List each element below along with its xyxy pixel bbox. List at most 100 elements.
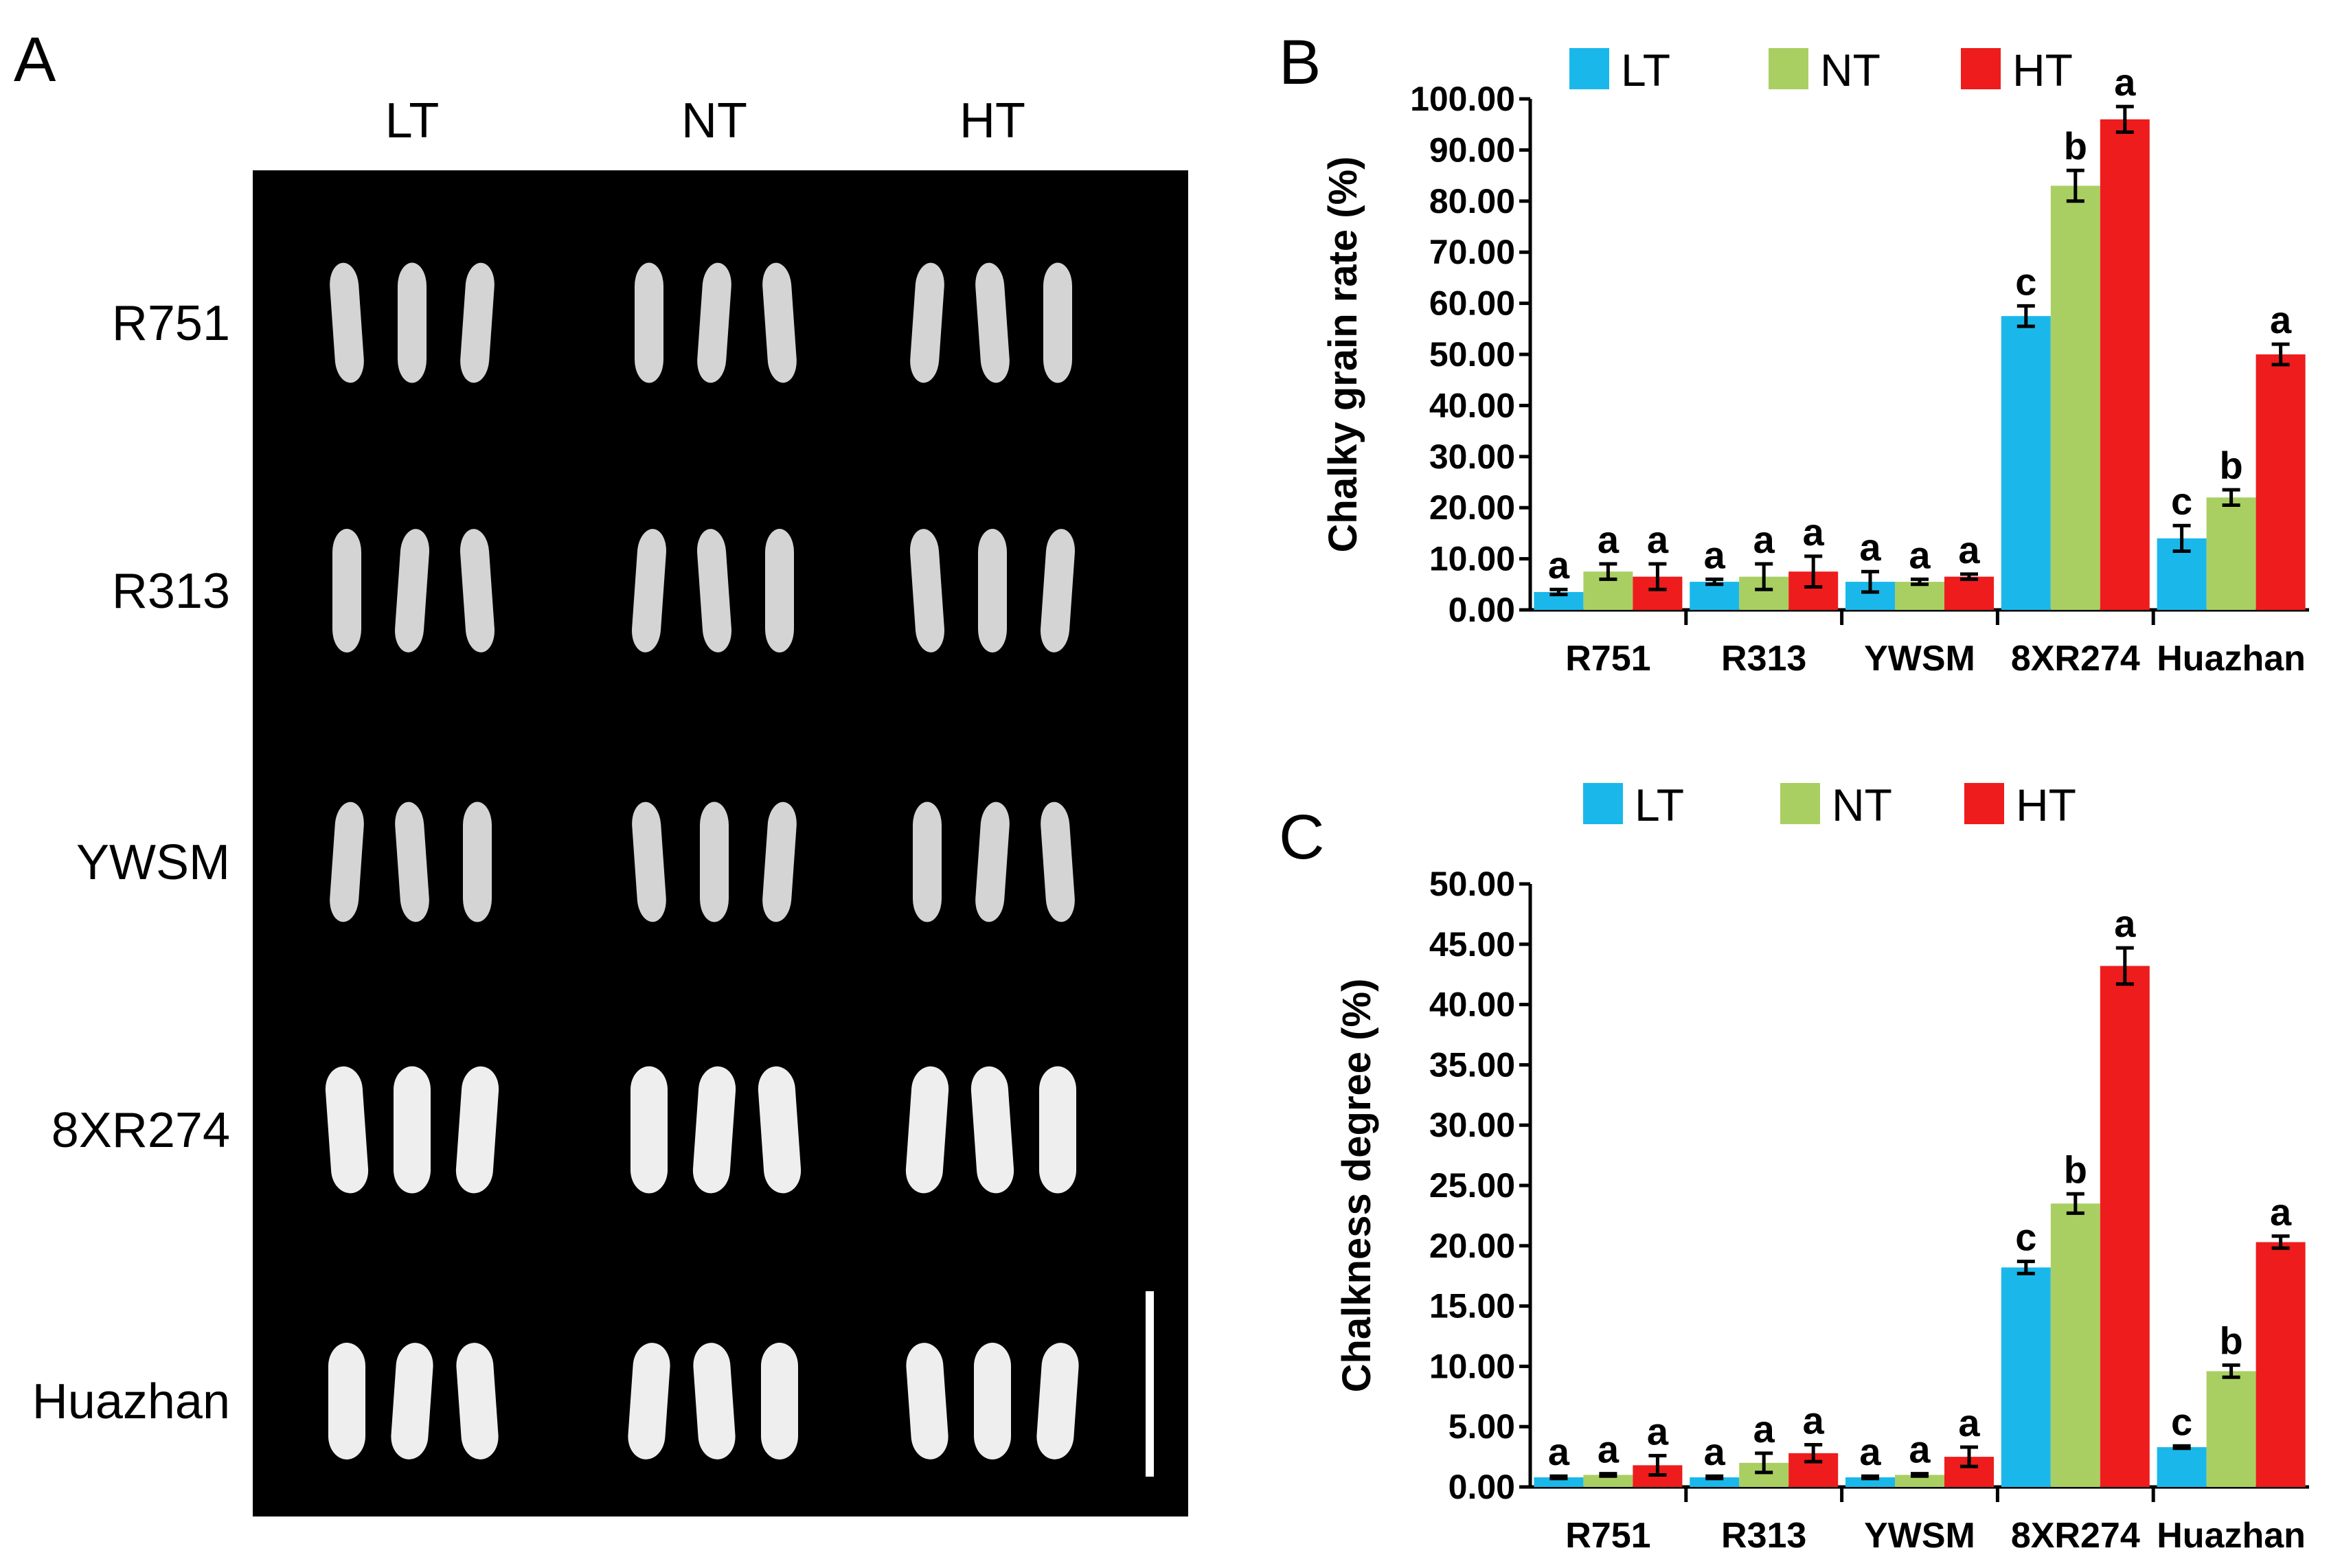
chart-c-bar-nt-ywsm <box>1895 1475 1944 1487</box>
rice-grain-r751-lt <box>460 262 495 383</box>
chart-b-x-tick-label: Huazhan <box>2157 639 2306 679</box>
chart-b-y-tick-label: 60.00 <box>1429 284 1515 323</box>
chart-c-significance-letter: b <box>2064 1148 2087 1191</box>
chart-c-significance-letter: a <box>2270 1190 2292 1234</box>
chart-c-significance-letter: a <box>2114 902 2136 945</box>
chart-c-error-bar <box>1911 1472 1929 1478</box>
rice-grain-r313-nt <box>697 529 731 652</box>
chart-b-significance-letter: a <box>1704 533 1726 576</box>
chart-c-bar-lt-8xr274 <box>2001 1267 2051 1487</box>
chart-c-y-tick-label: 50.00 <box>1429 865 1515 903</box>
chart-b-error-bar <box>1648 562 1667 591</box>
chart-b-significance-letter: a <box>1958 528 1980 571</box>
rice-grain-r313-lt <box>460 529 495 652</box>
chart-b-bar-nt-huazhan <box>2206 497 2256 610</box>
chart-b-error-bar <box>1755 562 1773 591</box>
chart-b-bar-nt-ywsm <box>1895 582 1944 610</box>
chart-b-x-tick-label: R313 <box>1721 639 1806 679</box>
chart-c-bar-ht-8xr274 <box>2100 966 2150 1487</box>
chart-b-significance-letter: a <box>1647 518 1669 561</box>
chart-c-y-tick-label: 5.00 <box>1448 1407 1515 1446</box>
chart-c-legend-label-nt: NT <box>1832 780 1892 830</box>
chart-b-error-bar <box>2222 488 2240 507</box>
grain-images <box>325 262 1079 1459</box>
chart-b-legend-swatch-ht <box>1961 48 2001 89</box>
chart-c-y-tick-label: 30.00 <box>1429 1106 1515 1144</box>
chart-c-y-tick-label: 20.00 <box>1429 1227 1515 1265</box>
chart-c-bar-ht-huazhan <box>2256 1242 2306 1487</box>
chart-b-bar-ht-huazhan <box>2256 354 2306 610</box>
chart-c-x-tick-label: 8XR274 <box>2011 1516 2140 1556</box>
rice-grain-huazhan-nt <box>761 1343 798 1459</box>
rice-grain-r751-lt <box>398 262 427 383</box>
rice-grain-ywsm-ht <box>913 802 942 922</box>
rice-grain-ywsm-lt <box>330 802 364 922</box>
row-label-ywsm: YWSM <box>76 835 230 890</box>
chart-c-significance-letter: a <box>1859 1430 1881 1473</box>
chart-b-significance-letter: a <box>1859 525 1881 569</box>
chart-b-error-bar <box>2172 523 2191 553</box>
chart-c-legend-label-lt: LT <box>1635 780 1684 830</box>
chart-b-legend-swatch-nt <box>1769 48 1808 89</box>
chart-c-significance-letter: a <box>1647 1409 1669 1453</box>
chart-b-significance-letter: a <box>1598 518 1620 561</box>
chart-c-x-tick-label: YWSM <box>1864 1516 1975 1556</box>
chart-c-error-bar <box>1648 1453 1667 1477</box>
chart-c-error-bar <box>1960 1445 1978 1468</box>
rice-grain-huazhan-lt <box>328 1343 365 1459</box>
rice-grain-8xr274-ht <box>905 1066 949 1194</box>
chart-c-significance-letter: a <box>1803 1399 1825 1442</box>
chart-b-y-tick-label: 10.00 <box>1429 540 1515 578</box>
chart-b-y-tick-label: 90.00 <box>1429 130 1515 169</box>
panel-a-label: A <box>14 25 56 95</box>
rice-grain-r751-ht <box>910 262 944 383</box>
chart-b-bar-ht-ywsm <box>1944 576 1994 610</box>
chart-c-y-tick-label: 10.00 <box>1429 1347 1515 1385</box>
rice-grain-r313-lt <box>332 529 361 652</box>
chart-c-bar-lt-huazhan <box>2157 1447 2207 1487</box>
panel-a: A LT NT HT R751 R313 YWSM 8XR274 Huazhan <box>14 25 1188 1516</box>
rice-grain-huazhan-nt <box>628 1343 670 1459</box>
chart-b-x-tick-label: YWSM <box>1864 639 1975 679</box>
chart-b-panel-label: B <box>1279 27 1321 98</box>
chart-b-significance-letter: a <box>1548 543 1570 587</box>
rice-grain-r751-ht <box>975 262 1010 383</box>
chart-c-significance-letter: c <box>2171 1400 2192 1443</box>
rice-grain-8xr274-lt <box>394 1066 431 1194</box>
chart-b-significance-letter: a <box>1753 518 1775 561</box>
row-label-r313: R313 <box>112 564 230 619</box>
chart-b-significance-letter: b <box>2219 444 2242 487</box>
row-label-r751: R751 <box>112 296 230 351</box>
chart-b-error-bar <box>2016 304 2035 328</box>
rice-grain-huazhan-lt <box>456 1343 499 1459</box>
rice-grain-ywsm-lt <box>395 802 429 922</box>
chart-b-significance-letter: a <box>2114 60 2136 104</box>
chart-b-legend-swatch-lt <box>1569 48 1609 89</box>
column-label-lt: LT <box>385 93 440 148</box>
rice-grain-huazhan-ht <box>1036 1343 1079 1459</box>
chart-c-error-bar <box>1804 1443 1823 1464</box>
chart-b-significance-letter: a <box>2270 298 2292 341</box>
rice-grain-r313-ht <box>1041 529 1075 652</box>
chart-c-bar-nt-r751 <box>1583 1475 1633 1487</box>
chart-b-y-tick-label: 20.00 <box>1429 488 1515 527</box>
chart-c-error-bar <box>1549 1474 1568 1481</box>
chart-c-y-tick-label: 35.00 <box>1429 1045 1515 1084</box>
chart-b-error-bar <box>1911 577 1929 587</box>
chart-c-legend-swatch-nt <box>1780 783 1820 824</box>
chart-c-error-bar <box>1599 1472 1617 1478</box>
rice-grain-ywsm-nt <box>762 802 797 922</box>
rice-grain-r751-ht <box>1043 262 1072 383</box>
chart-b-error-bar <box>2115 104 2134 134</box>
chart-b-significance-letter: a <box>1909 533 1931 576</box>
chart-b-bar-nt-8xr274 <box>2050 185 2100 611</box>
chart-b-x-tick-label: R751 <box>1565 639 1650 679</box>
chart-c-significance-letter: a <box>1909 1428 1931 1471</box>
rice-grain-r751-nt <box>697 262 731 383</box>
chart-c-bar-lt-ywsm <box>1845 1477 1895 1487</box>
chart-c-x-tick-label: R751 <box>1565 1516 1650 1556</box>
chart-b-y-tick-label: 40.00 <box>1429 386 1515 424</box>
chart-b-y-tick-label: 0.00 <box>1448 591 1515 629</box>
chart-b-legend-label-lt: LT <box>1621 45 1670 95</box>
